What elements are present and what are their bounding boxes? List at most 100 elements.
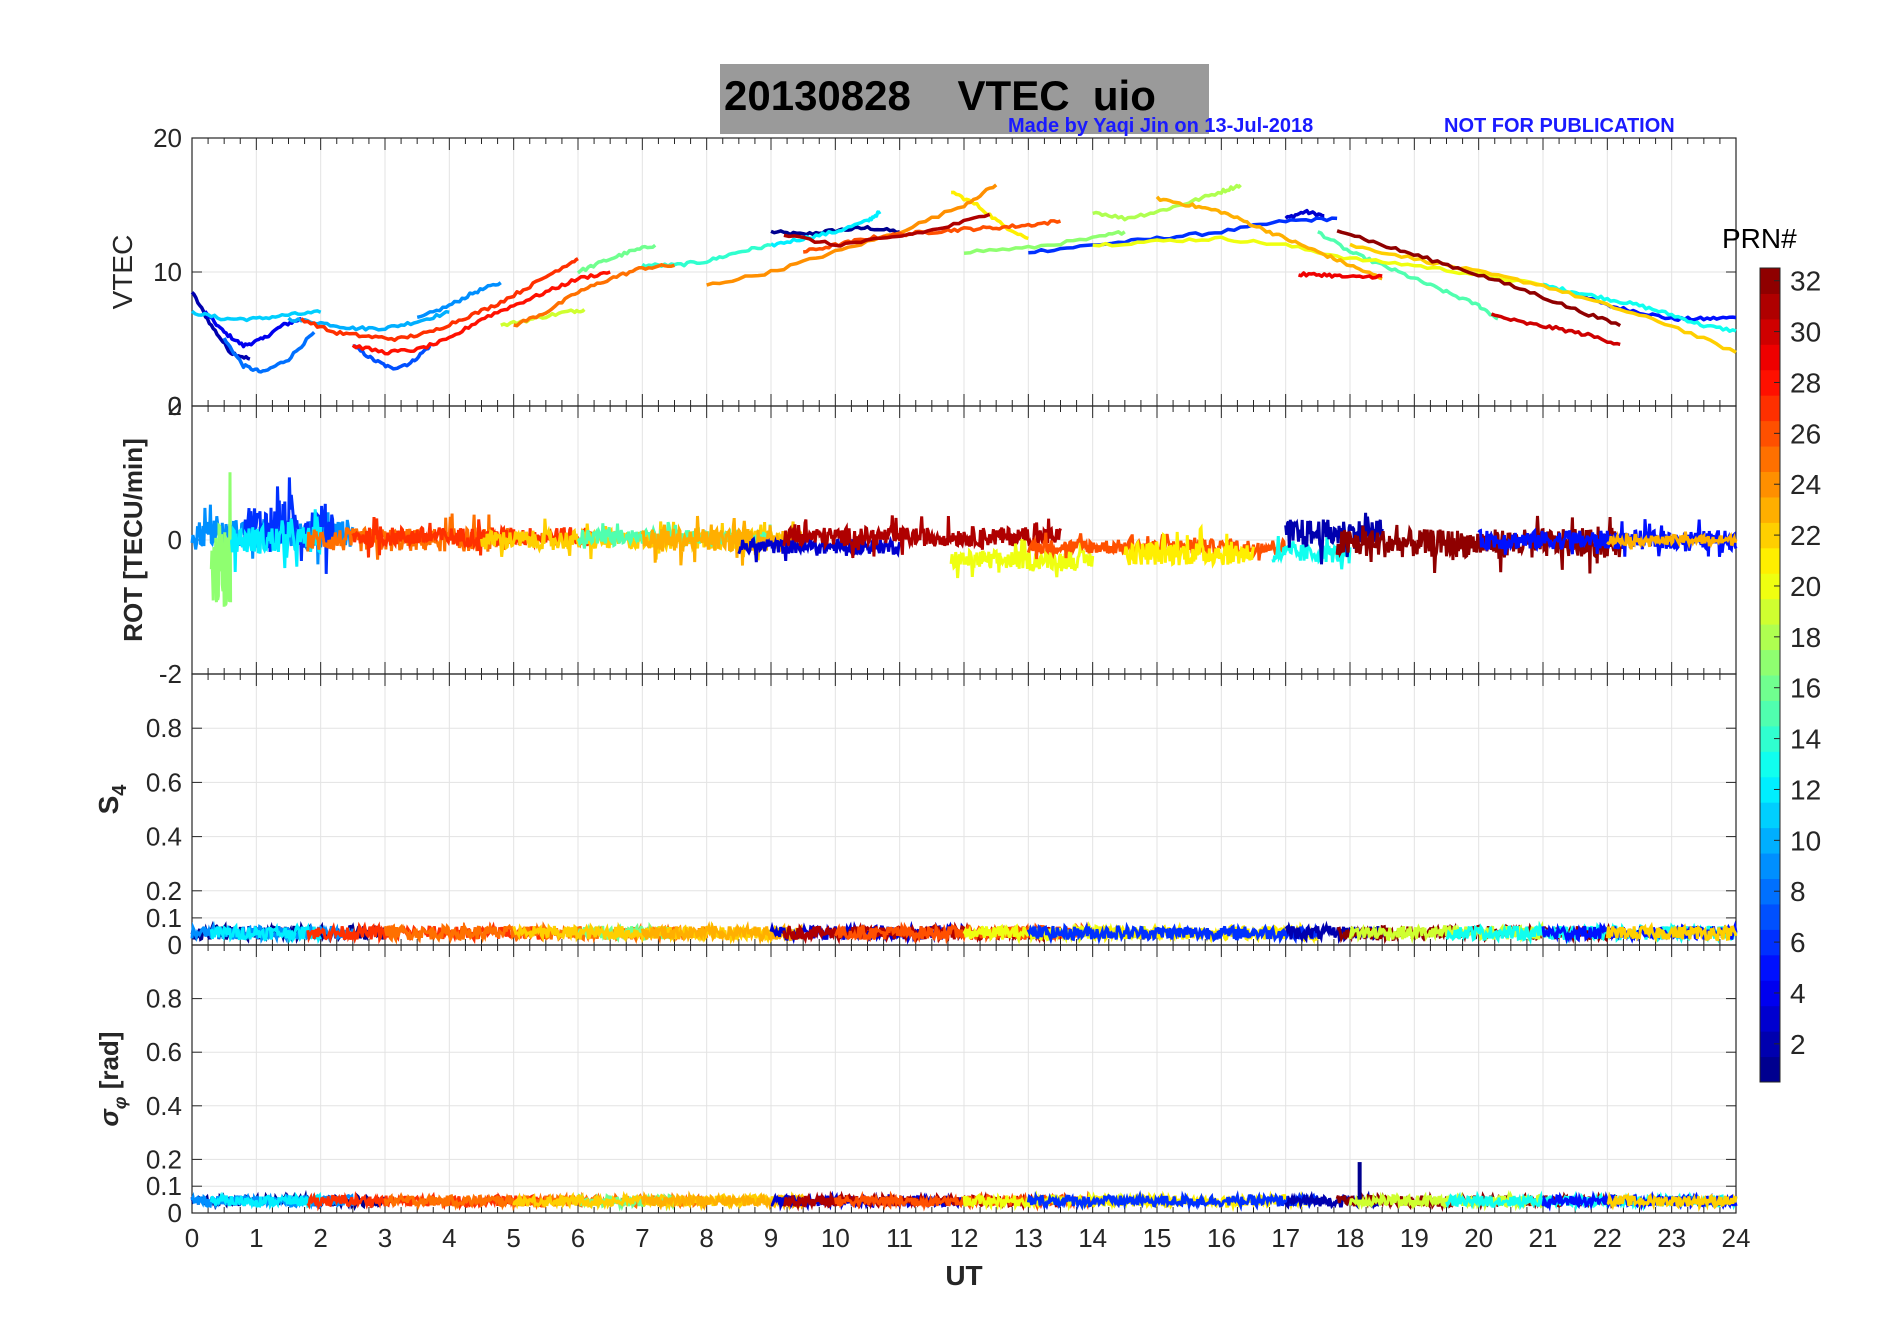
colorbar-cell (1760, 827, 1780, 854)
y-tick-label: 2 (168, 391, 182, 421)
x-tick-label: 8 (699, 1223, 713, 1253)
colorbar-label: PRN# (1722, 223, 1797, 254)
x-tick-label: 13 (1014, 1223, 1043, 1253)
vtec-prn-17-line (963, 230, 1126, 256)
rot-prn-31-trace (782, 515, 1062, 559)
colorbar-tick-label: 32 (1790, 266, 1821, 297)
colorbar-cell (1760, 268, 1780, 294)
colorbar-cell (1760, 675, 1780, 701)
x-axis-label: UT (945, 1260, 982, 1291)
colorbar-cell (1760, 1031, 1780, 1058)
y-tick-label: 0.8 (146, 984, 182, 1014)
colorbar-cell (1760, 1005, 1780, 1032)
colorbar-cell (1760, 903, 1780, 930)
vtec-prn-6-line (1028, 216, 1338, 255)
colorbar-tick-label: 22 (1790, 520, 1821, 551)
x-tick-label: 23 (1657, 1223, 1686, 1253)
colorbar-tick-label: 8 (1790, 876, 1806, 907)
vtec-prn-27-line (300, 257, 579, 343)
colorbar-cell (1760, 751, 1780, 778)
vtec-prn-9-line (416, 281, 502, 320)
vtec-prn-23-line (1155, 195, 1383, 281)
vtec-prn-24-line (706, 183, 998, 287)
s4-prn-23-trace (640, 920, 805, 946)
x-tick-label: 11 (886, 1223, 913, 1253)
s4-prn-6-trace (1026, 921, 1320, 945)
vtec-prn-11-line (190, 309, 322, 323)
x-tick-label: 0 (185, 1223, 199, 1253)
vtec-prn-16-line (576, 243, 657, 275)
rot-prn-21-trace (1123, 523, 1255, 569)
vtec-prn-20-line (1092, 235, 1544, 288)
colorbar-tick-label: 4 (1790, 978, 1806, 1009)
title-box (720, 64, 1209, 134)
x-tick-label: 12 (950, 1223, 979, 1253)
x-tick-label: 4 (442, 1223, 456, 1253)
vtec-prn-8-line (222, 331, 316, 374)
s4-ylabel: S4 (93, 784, 131, 815)
y-tick-label: -2 (159, 659, 182, 689)
colorbar-cell (1760, 700, 1780, 727)
y-tick-label: 0.6 (146, 767, 182, 797)
y-tick-label: 0.6 (146, 1037, 182, 1067)
colorbar-cell (1760, 954, 1780, 981)
colorbar-tick-label: 6 (1790, 927, 1806, 958)
colorbar-cell (1760, 776, 1780, 803)
rot-prn-12-trace (229, 509, 323, 573)
colorbar-cell (1760, 496, 1780, 523)
x-tick-label: 6 (571, 1223, 585, 1253)
y-tick-label: 0.1 (146, 1171, 182, 1201)
colorbar-cell (1760, 1056, 1780, 1083)
y-tick-label: 0.4 (146, 822, 182, 852)
credit-text: Made by Yaqi Jin on 13-Jul-2018 (1008, 115, 1314, 137)
colorbar-cell (1760, 598, 1780, 625)
x-tick-label: 17 (1271, 1223, 1300, 1253)
colorbar-tick-label: 24 (1790, 469, 1821, 500)
vtec-prn-3-line (1284, 208, 1325, 220)
sigma-prn-6-trace (1026, 1190, 1319, 1212)
colorbar-tick-label: 10 (1790, 825, 1821, 856)
y-tick-label: 0 (168, 391, 182, 421)
sigma-prn-12-trace (209, 1191, 323, 1210)
vtec-prn-18-line (1092, 183, 1242, 222)
vtec-prn-22-line (1349, 242, 1737, 354)
vtec-prn-13-line (1542, 282, 1737, 333)
y-tick-label: 0 (168, 930, 182, 960)
x-tick-label: 7 (635, 1223, 649, 1253)
y-tick-label: 0 (168, 1198, 182, 1228)
vtec-prn-21-line (951, 190, 1029, 241)
colorbar-cell (1760, 547, 1780, 574)
colorbar-cell (1760, 624, 1780, 651)
y-tick-label: 0.2 (146, 1144, 182, 1174)
x-tick-label: 1 (249, 1223, 263, 1253)
x-axis: 0 1 2 3 4 5 6 7 8 9 10 11 12 13 14 15 16 17 18 19 20 21 22 23 24… (185, 1223, 1751, 1291)
colorbar-cell (1760, 725, 1780, 752)
vtec-ylabel: VTEC (107, 235, 138, 310)
y-tick-label: 0 (168, 525, 182, 555)
y-tick-label: 0.2 (146, 876, 182, 906)
rot-prn-20-trace (949, 539, 1095, 579)
x-tick-label: 20 (1464, 1223, 1493, 1253)
sigma-ylabel: σφ [rad] (94, 1032, 130, 1127)
colorbar-tick-label: 20 (1790, 571, 1821, 602)
colorbar-cell (1760, 980, 1780, 1007)
rot-ylabel: ROT [TECU/min] (118, 438, 148, 642)
chart-title: 20130828 VTEC uio (724, 72, 1156, 119)
vtec-panel: 0 10 20 VTEC (107, 123, 1737, 421)
sigma-prn-22-trace (1606, 1191, 1738, 1213)
colorbar-cell (1760, 293, 1780, 320)
vtec-prn-2-line (190, 291, 251, 361)
colorbar-cell (1760, 318, 1780, 345)
vtec-prn-30-line (1490, 312, 1621, 347)
x-tick-label: 24 (1722, 1223, 1751, 1253)
colorbar-cell (1760, 573, 1780, 600)
vtec-prn-4-line (203, 310, 302, 349)
y-tick-label: 0.8 (146, 713, 182, 743)
colorbar-cell (1760, 420, 1780, 447)
x-tick-label: 2 (313, 1223, 327, 1253)
x-tick-label: 21 (1529, 1223, 1558, 1253)
colorbar-tick-label: 26 (1790, 418, 1821, 449)
y-tick-label: 10 (153, 257, 182, 287)
